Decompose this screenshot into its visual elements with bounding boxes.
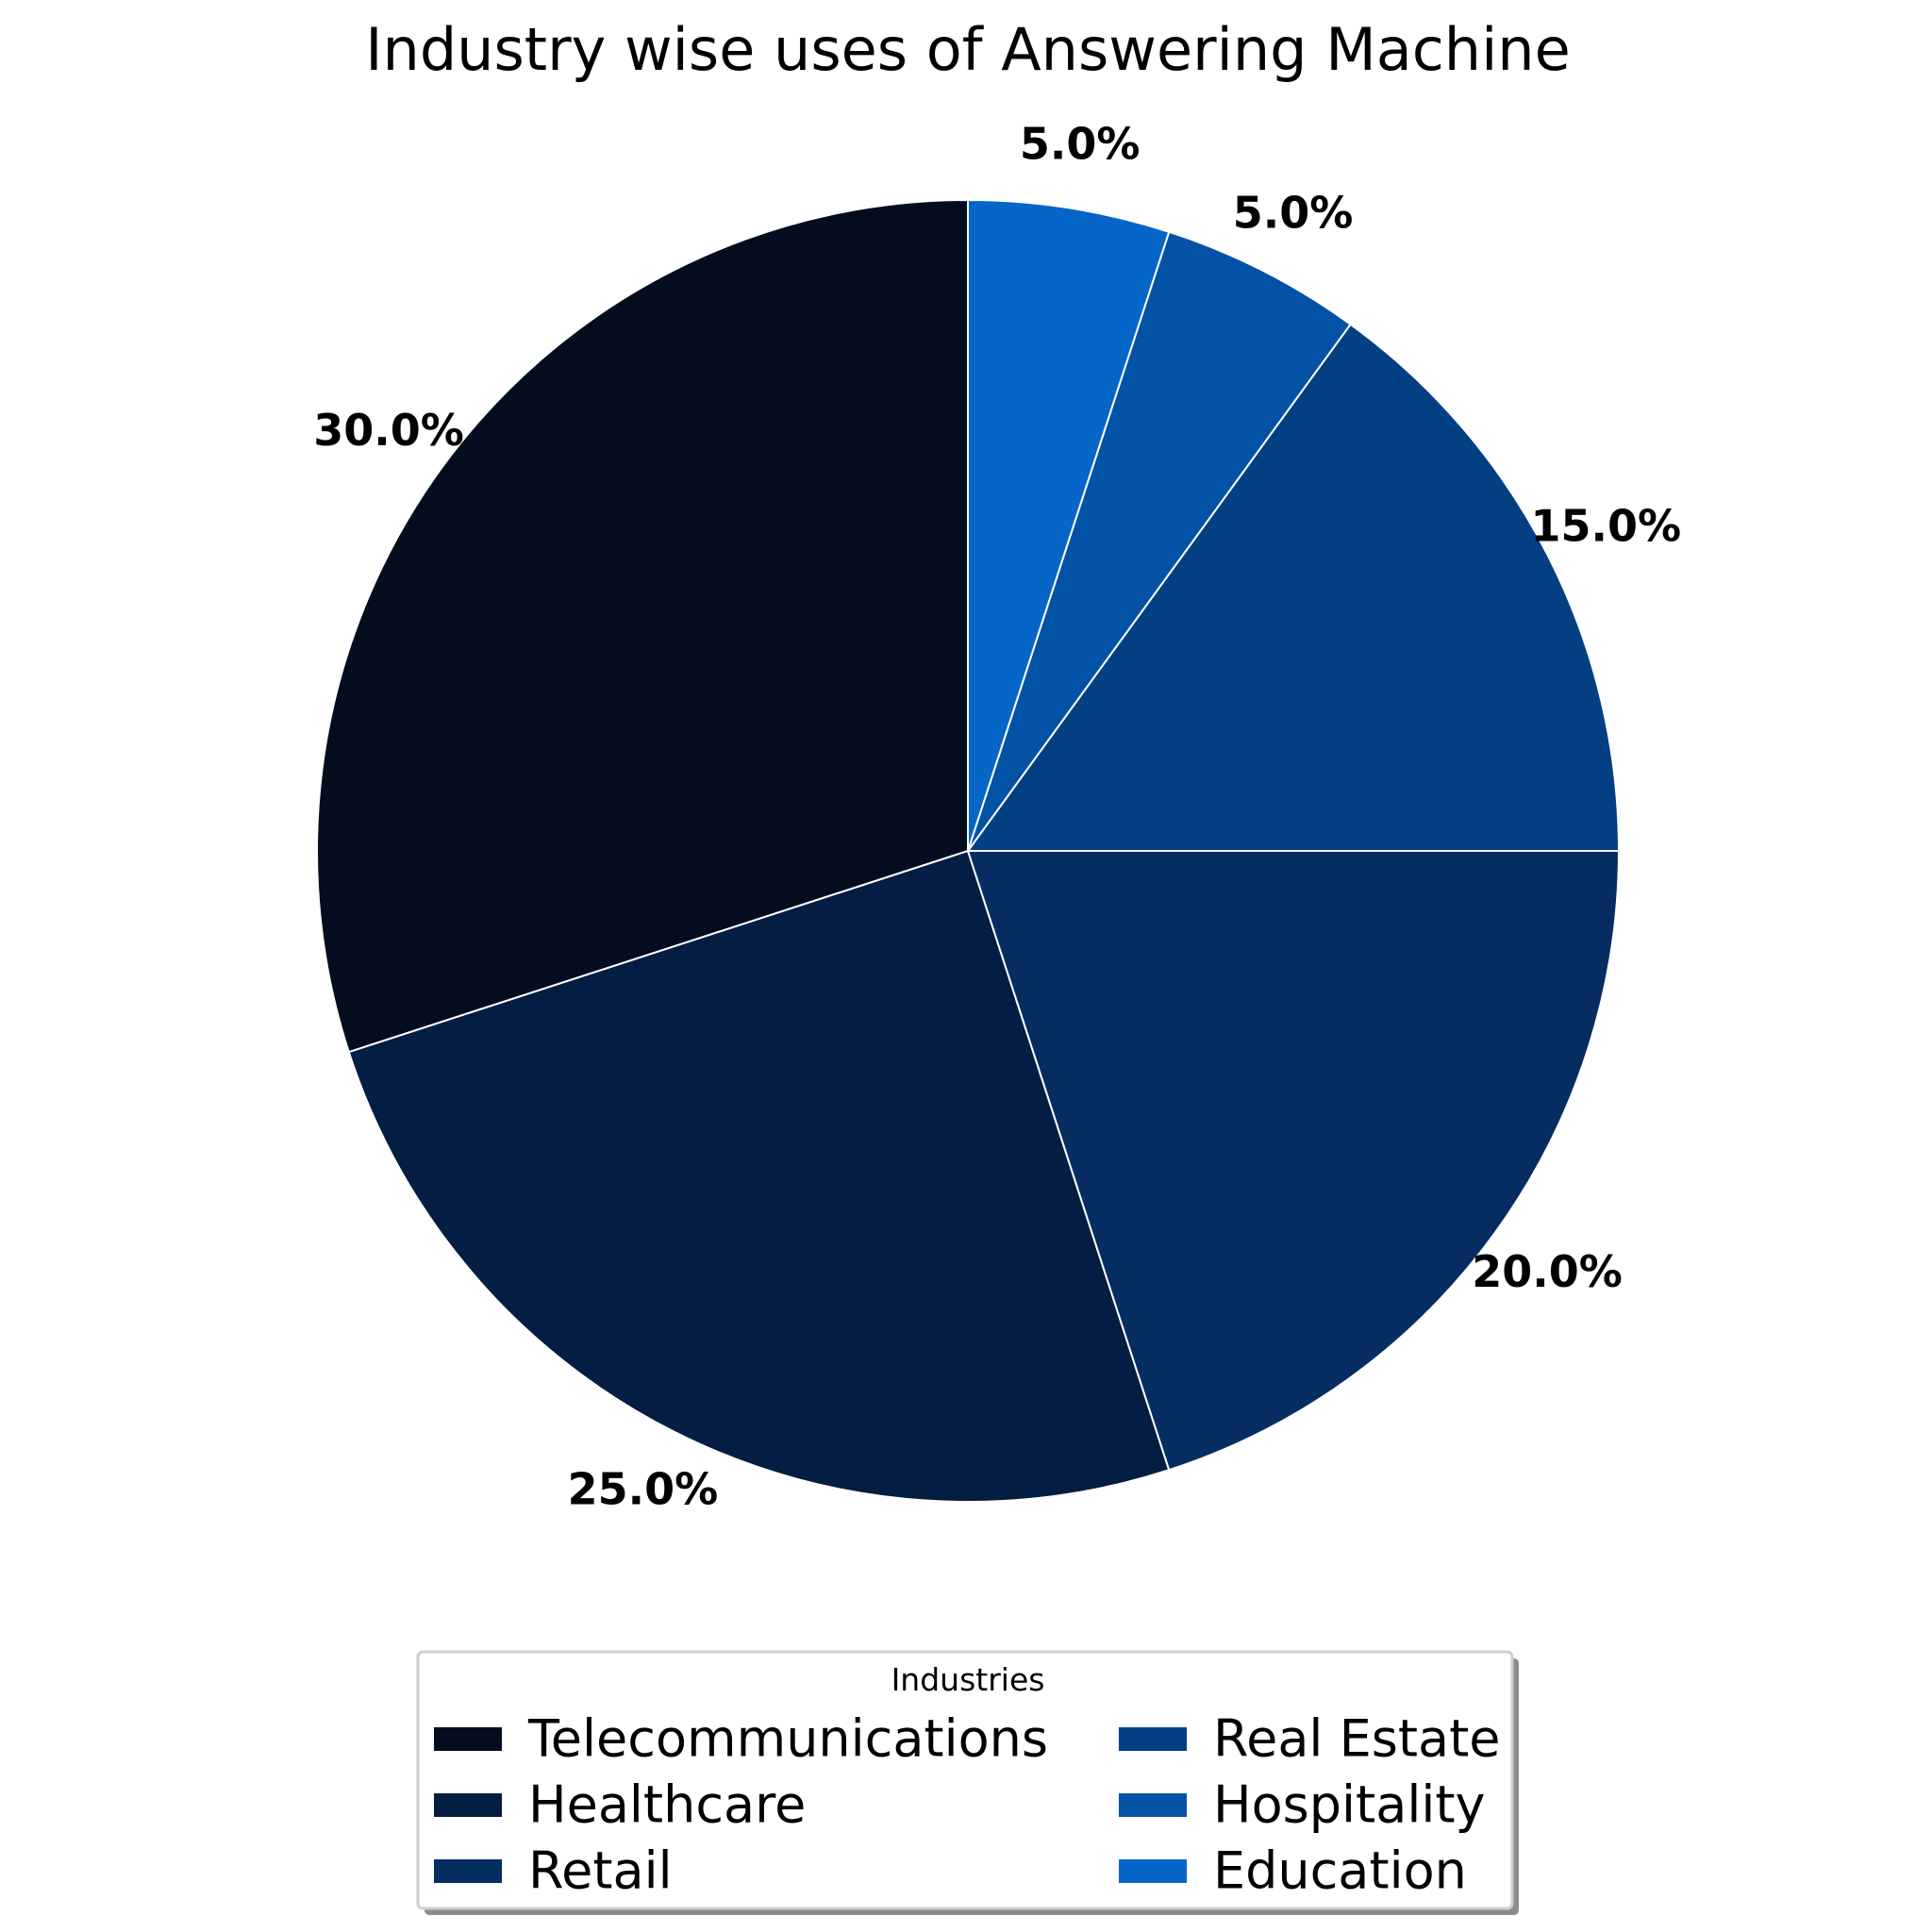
pie-slices [315, 198, 1621, 1504]
pie-slice-hospitality [967, 230, 1352, 852]
legend-swatch [434, 1793, 502, 1817]
pie-slice-real-estate [966, 323, 1621, 852]
legend-item-healthcare: Healthcare [434, 1775, 806, 1835]
legend-label: Retail [528, 1841, 673, 1901]
slice-label-real-estate: 15.0% [1531, 500, 1682, 551]
legend-item-hospitality: Hospitality [1119, 1775, 1485, 1835]
slice-label-education: 5.0% [1020, 118, 1141, 169]
slice-label-healthcare: 25.0% [568, 1463, 719, 1514]
legend-box [416, 1650, 1514, 1910]
legend: Industries TelecommunicationsHealthcareR… [416, 1650, 1519, 1915]
legend-label: Education [1213, 1841, 1467, 1901]
pie-slice-education [967, 198, 1171, 852]
legend-label: Telecommunications [527, 1709, 1048, 1769]
legend-swatch [1119, 1859, 1187, 1883]
slice-label-telecommunications: 30.0% [313, 405, 464, 456]
pie-slice-healthcare [347, 849, 1171, 1504]
slice-label-retail: 20.0% [1472, 1246, 1623, 1297]
legend-item-education: Education [1119, 1841, 1467, 1901]
legend-swatch [1119, 1793, 1187, 1817]
pie-slice-retail [966, 850, 1621, 1472]
chart-title: Industry wise uses of Answering Machine [365, 15, 1571, 84]
legend-swatch [434, 1859, 502, 1883]
legend-item-retail: Retail [434, 1841, 673, 1901]
legend-item-real-estate: Real Estate [1119, 1709, 1501, 1769]
legend-swatch [434, 1727, 502, 1751]
legend-item-telecommunications: Telecommunications [434, 1709, 1048, 1769]
legend-label: Healthcare [528, 1775, 806, 1835]
percentage-labels: 30.0% 25.0% 20.0% 15.0% 5.0% 5.0% [313, 118, 1681, 1514]
slice-label-hospitality: 5.0% [1233, 188, 1354, 239]
pie-slice-telecommunications [315, 198, 969, 1054]
legend-swatch [1119, 1727, 1187, 1751]
legend-label: Hospitality [1213, 1775, 1485, 1835]
legend-title: Industries [891, 1661, 1045, 1698]
legend-label: Real Estate [1213, 1709, 1501, 1769]
